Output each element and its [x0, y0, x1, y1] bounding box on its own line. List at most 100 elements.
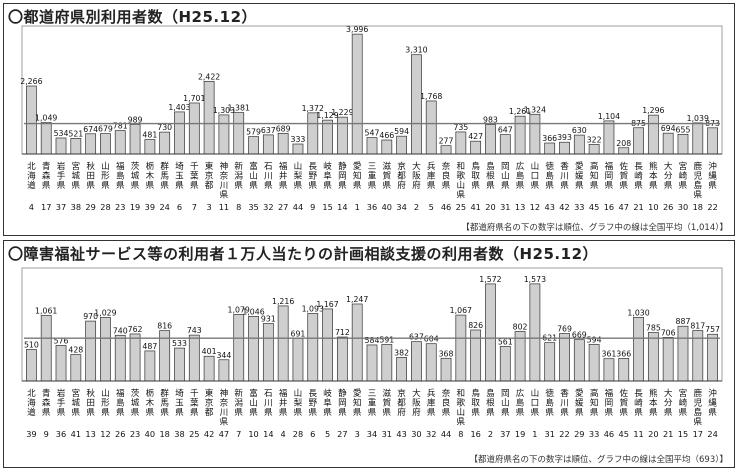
value-label: 277 [439, 137, 454, 146]
value-label: 743 [187, 326, 202, 335]
rank-label: 2 [414, 202, 419, 212]
bar [618, 147, 630, 155]
value-label: 637 [261, 126, 276, 135]
value-label: 594 [394, 127, 409, 136]
value-label: 1,049 [35, 114, 57, 123]
category-label: 佐賀県 [619, 387, 628, 418]
bar [559, 141, 570, 155]
category-label: 東京都 [205, 160, 214, 191]
rank-label: 24 [159, 202, 169, 212]
bar [218, 114, 230, 155]
rank-label: 32 [263, 202, 273, 212]
value-label: 1,324 [524, 105, 546, 114]
rank-label: 22 [559, 429, 569, 439]
value-label: 3,996 [346, 25, 368, 34]
bar [40, 122, 52, 155]
category-label: 和歌山県 [457, 388, 466, 428]
rank-label: 7 [192, 202, 197, 212]
rank-label: 21 [663, 429, 673, 439]
category-label: 福井県 [279, 161, 288, 191]
rank-label: 12 [100, 429, 110, 439]
bar [381, 139, 393, 155]
category-label: 埼玉県 [175, 160, 184, 191]
value-label: 1,079 [228, 305, 250, 314]
value-label: 1,768 [420, 92, 442, 101]
value-label: 584 [365, 336, 380, 345]
value-label: 735 [453, 123, 468, 132]
value-label: 382 [394, 348, 409, 357]
bar [514, 115, 526, 155]
category-label: 青森県 [42, 387, 51, 418]
rank-label: 29 [85, 202, 95, 212]
category-label: 香川県 [560, 161, 569, 191]
rank-label: 14 [263, 429, 273, 439]
category-label: 熊本県 [649, 160, 658, 191]
rank-label: 16 [604, 202, 614, 212]
bar [573, 339, 585, 382]
bar [277, 132, 289, 155]
bar [396, 135, 408, 155]
bar [85, 320, 97, 382]
bar [366, 344, 378, 382]
value-label: 547 [365, 129, 380, 138]
value-label: 1,261 [509, 107, 531, 116]
rank-label: 45 [619, 429, 629, 439]
value-label: 1,701 [183, 94, 205, 103]
bar [381, 344, 393, 382]
value-label: 1,129 [316, 111, 338, 120]
bar [322, 308, 333, 382]
rank-label: 35 [248, 202, 258, 212]
value-label: 1,303 [213, 106, 235, 115]
category-label: 石川県 [264, 162, 273, 191]
value-label: 466 [379, 131, 394, 140]
category-label: 愛媛県 [575, 160, 584, 191]
value-label: 1,039 [687, 114, 709, 123]
category-label: 千葉県 [190, 388, 199, 418]
category-label: 奈良県 [442, 160, 451, 191]
category-label: 長野県 [308, 388, 317, 418]
rank-label: 47 [219, 429, 229, 439]
category-label: 静岡県 [338, 387, 347, 418]
category-label: 滋賀県 [383, 160, 392, 191]
rank-label: 44 [293, 202, 303, 212]
bar [662, 132, 674, 155]
category-label: 長野県 [308, 161, 317, 191]
value-label: 983 [483, 116, 498, 125]
value-label: 679 [98, 125, 113, 134]
rank-label: 33 [589, 429, 599, 439]
value-label: 579 [246, 128, 261, 137]
value-label: 1,572 [479, 275, 501, 284]
category-label: 徳島県 [545, 160, 554, 191]
value-label: 533 [172, 339, 187, 348]
bar [707, 127, 718, 155]
category-label: 鹿児島県 [693, 387, 702, 428]
value-label: 970 [83, 312, 98, 321]
category-label: 宮崎県 [679, 160, 688, 191]
rank-label: 37 [56, 202, 66, 212]
bar [440, 145, 452, 155]
bar [203, 355, 215, 382]
bar [455, 314, 467, 382]
category-label: 静岡県 [338, 160, 347, 191]
category-label: 新潟県 [234, 387, 243, 418]
bar [677, 325, 689, 382]
category-label: 奈良県 [442, 387, 451, 418]
bar [188, 102, 200, 155]
bar-chart-prefecture-users: 2,266北海道41,049青森県17534岩手県37521宮城県38674秋田… [20, 25, 723, 212]
value-label: 591 [379, 335, 394, 344]
category-label: 広島県 [516, 160, 525, 191]
rank-label: 14 [337, 202, 347, 212]
rank-label: 40 [382, 202, 392, 212]
category-label: 秋田県 [86, 160, 95, 191]
category-label: 三重県 [368, 389, 377, 418]
bar [144, 350, 156, 382]
bar [603, 120, 615, 155]
value-label: 366 [616, 349, 631, 358]
category-label: 岩手県 [57, 387, 66, 418]
rank-label: 10 [648, 202, 658, 212]
rank-label: 30 [411, 429, 421, 439]
category-label: 高知県 [590, 387, 599, 418]
rank-label: 26 [115, 429, 125, 439]
value-label: 1,104 [598, 112, 620, 121]
value-label: 826 [468, 321, 483, 330]
